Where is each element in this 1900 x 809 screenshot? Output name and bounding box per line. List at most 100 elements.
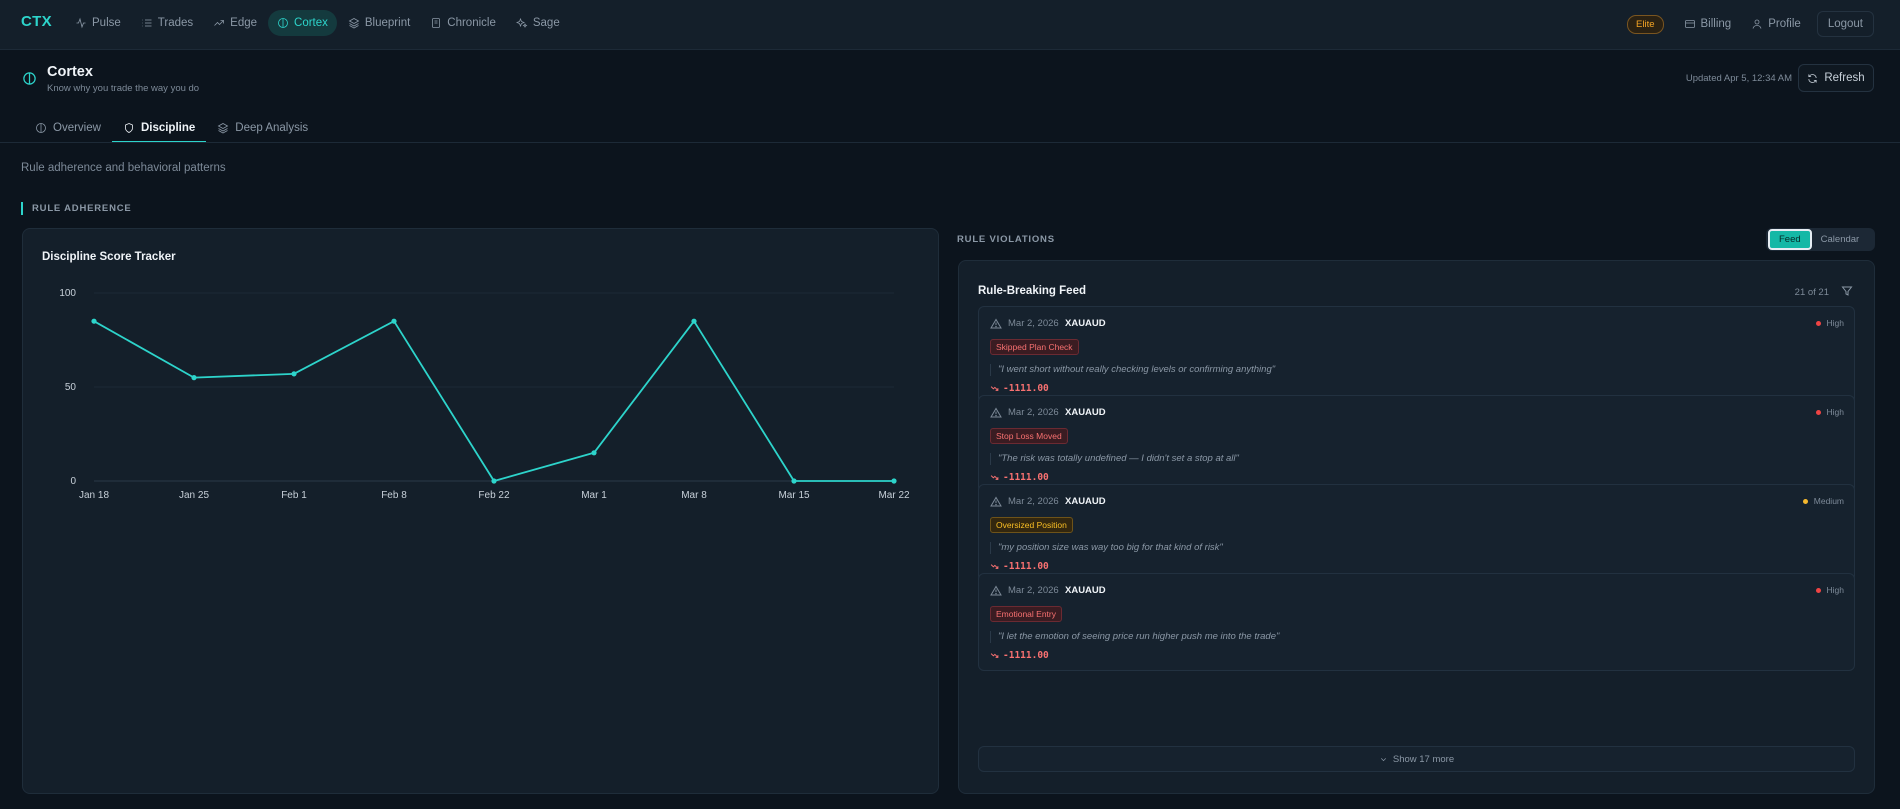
discipline-score-chart: 0 50 100 Jan 18 Jan 25 Feb 1 Feb 8 Feb 22 Mar 1 M…: [59, 288, 910, 501]
severity-label: High: [1826, 407, 1844, 417]
nav-link-label: Edge: [230, 17, 258, 29]
plan-badge: Elite: [1627, 14, 1664, 34]
violation-card[interactable]: Mar 2, 2026 XAUAUD High Emotional Entry "I l…: [978, 573, 1855, 671]
nav-link-pulse[interactable]: Pulse: [66, 10, 130, 36]
violation-date: Mar 2, 2026: [1008, 496, 1059, 507]
nav-link-label: Trades: [157, 17, 194, 29]
violation-tag: Skipped Plan Check: [990, 339, 1079, 355]
show-more-button[interactable]: Show 17 more: [978, 746, 1855, 772]
brain-icon: [278, 18, 288, 28]
nav-link-chronicle[interactable]: Chronicle: [421, 10, 505, 36]
feed-title: Rule-Breaking Feed: [978, 285, 1086, 297]
show-more-label: Show 17 more: [1392, 753, 1455, 765]
pnl-value: -1111.00: [1003, 472, 1049, 483]
nav-link-cortex[interactable]: Cortex: [268, 10, 337, 36]
data-point: [691, 318, 697, 324]
violation-card[interactable]: Mar 2, 2026 XAUAUD Medium Oversized Positio…: [978, 484, 1855, 582]
page-title: Cortex: [47, 64, 93, 80]
tab-label: Overview: [53, 121, 101, 134]
rule-adherence-heading: RULE ADHERENCE: [21, 202, 132, 215]
y-tick-label: 50: [65, 382, 77, 393]
data-point: [191, 375, 197, 381]
refresh-button[interactable]: Refresh: [1798, 64, 1874, 92]
nav-links: Pulse Trades Edge Cortex Blueprint Chron…: [66, 10, 569, 36]
calendar-toggle-button[interactable]: Calendar: [1820, 234, 1860, 245]
alert-triangle-icon: [990, 318, 1002, 329]
nav-link-label: Pulse: [92, 17, 121, 29]
violation-card[interactable]: Mar 2, 2026 XAUAUD High Skipped Plan Check "…: [978, 306, 1855, 404]
x-tick-label: Mar 1: [581, 490, 607, 501]
nav-link-blueprint[interactable]: Blueprint: [339, 10, 419, 36]
profile-label: Profile: [1768, 18, 1801, 30]
tab-deep-analysis[interactable]: Deep Analysis: [206, 113, 319, 142]
nav-link-label: Cortex: [294, 17, 328, 29]
severity-dot: [1815, 409, 1821, 415]
severity-dot: [1815, 587, 1821, 593]
severity-dot: [1815, 320, 1821, 326]
trending-down-icon: [990, 564, 999, 569]
brain-icon: [36, 122, 46, 133]
section-tabs: Overview Discipline Deep Analysis: [24, 113, 319, 143]
chevron-down-icon: [1380, 757, 1386, 761]
violation-quote: "my position size was way too big for th…: [990, 542, 1223, 554]
x-tick-label: Mar 22: [878, 490, 910, 501]
activity-icon: [76, 17, 86, 29]
violation-card[interactable]: Mar 2, 2026 XAUAUD High Stop Loss Moved "The…: [978, 395, 1855, 493]
tab-label: Deep Analysis: [235, 121, 309, 134]
alert-triangle-icon: [990, 407, 1002, 418]
violation-pnl: -1111.00: [990, 383, 1049, 394]
nav-link-edge[interactable]: Edge: [204, 10, 266, 36]
violation-tag: Oversized Position: [990, 517, 1073, 533]
data-point: [891, 478, 897, 484]
y-tick-label: 0: [70, 476, 76, 487]
rule-violations-heading: RULE VIOLATIONS: [957, 234, 1055, 245]
brand-logo[interactable]: CTX: [21, 13, 52, 30]
discipline-chart-panel: Discipline Score Tracker 0 50 100 Jan 18 Jan…: [22, 228, 939, 794]
tabs-divider: [0, 142, 1900, 143]
layers-icon: [348, 18, 360, 29]
pnl-value: -1111.00: [1003, 561, 1049, 572]
tab-discipline[interactable]: Discipline: [111, 113, 207, 143]
feed-count: 21 of 21: [1794, 287, 1829, 298]
feed-toggle-button[interactable]: Feed: [1768, 229, 1812, 250]
violation-pnl: -1111.00: [990, 472, 1049, 483]
nav-link-trades[interactable]: Trades: [132, 10, 202, 36]
violation-date: Mar 2, 2026: [1008, 318, 1059, 329]
violation-symbol: XAUAUD: [1065, 496, 1106, 507]
sparkles-icon: [515, 17, 528, 28]
violation-quote: "The risk was totally undefined — I didn…: [990, 453, 1239, 465]
x-tick-label: Jan 25: [179, 490, 209, 501]
violation-pnl: -1111.00: [990, 650, 1049, 661]
pnl-value: -1111.00: [1003, 383, 1049, 394]
top-nav: CTX Pulse Trades Edge Cortex Blueprint C…: [0, 0, 1900, 50]
layers-icon: [217, 122, 229, 133]
billing-label: Billing: [1700, 18, 1732, 30]
nav-link-label: Blueprint: [364, 17, 411, 29]
severity-dot: [1802, 498, 1808, 504]
severity-label: Medium: [1813, 496, 1844, 506]
nav-link-sage[interactable]: Sage: [507, 10, 569, 36]
user-icon: [1752, 19, 1762, 29]
violation-symbol: XAUAUD: [1065, 407, 1106, 418]
credit-card-icon: [1684, 20, 1695, 28]
refresh-label: Refresh: [1824, 72, 1865, 84]
logout-button[interactable]: Logout: [1816, 11, 1874, 37]
severity-indicator: Medium: [1802, 496, 1844, 506]
tab-overview[interactable]: Overview: [24, 113, 112, 142]
filter-icon[interactable]: [1841, 285, 1853, 297]
view-toggle: Feed Calendar: [1766, 228, 1875, 251]
nav-link-label: Chronicle: [447, 17, 496, 29]
nav-link-label: Sage: [532, 17, 560, 29]
violation-symbol: XAUAUD: [1065, 318, 1106, 329]
chart-title: Discipline Score Tracker: [42, 251, 176, 263]
violation-date: Mar 2, 2026: [1008, 585, 1059, 596]
book-icon: [432, 18, 441, 28]
billing-link[interactable]: Billing: [1676, 12, 1740, 36]
profile-link[interactable]: Profile: [1743, 12, 1809, 36]
list-icon: [142, 19, 152, 27]
tab-label: Discipline: [140, 121, 196, 134]
alert-triangle-icon: [990, 496, 1002, 507]
violation-pnl: -1111.00: [990, 561, 1049, 572]
x-tick-label: Feb 22: [478, 490, 510, 501]
page-subtitle: Know why you trade the way you do: [47, 83, 200, 94]
